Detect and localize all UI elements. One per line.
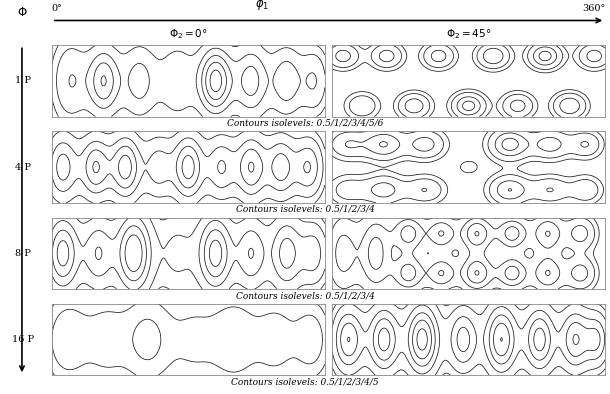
Text: Contours isolevels: 0.5/1/2/3/4: Contours isolevels: 0.5/1/2/3/4 bbox=[235, 291, 375, 300]
Text: $\Phi_2 = 0°$: $\Phi_2 = 0°$ bbox=[169, 27, 208, 41]
Text: 8 P: 8 P bbox=[15, 249, 30, 258]
Text: 360°: 360° bbox=[582, 4, 605, 13]
Text: 1 P: 1 P bbox=[15, 76, 30, 85]
Text: 0°: 0° bbox=[52, 4, 63, 13]
Text: $\Phi_2 = 45°$: $\Phi_2 = 45°$ bbox=[446, 27, 491, 41]
Text: Contours isolevels: 0.5/1/2/3/4/5/6: Contours isolevels: 0.5/1/2/3/4/5/6 bbox=[227, 119, 383, 128]
Text: $\phi_1$: $\phi_1$ bbox=[255, 0, 269, 12]
Text: Contours isolevels: 0.5/1/2/3/4/5: Contours isolevels: 0.5/1/2/3/4/5 bbox=[231, 377, 379, 387]
Text: 4 P: 4 P bbox=[15, 163, 30, 172]
Text: Contours isolevels: 0.5/1/2/3/4: Contours isolevels: 0.5/1/2/3/4 bbox=[235, 205, 375, 214]
Text: $\Phi$: $\Phi$ bbox=[16, 6, 27, 19]
Text: 16 P: 16 P bbox=[12, 335, 34, 344]
